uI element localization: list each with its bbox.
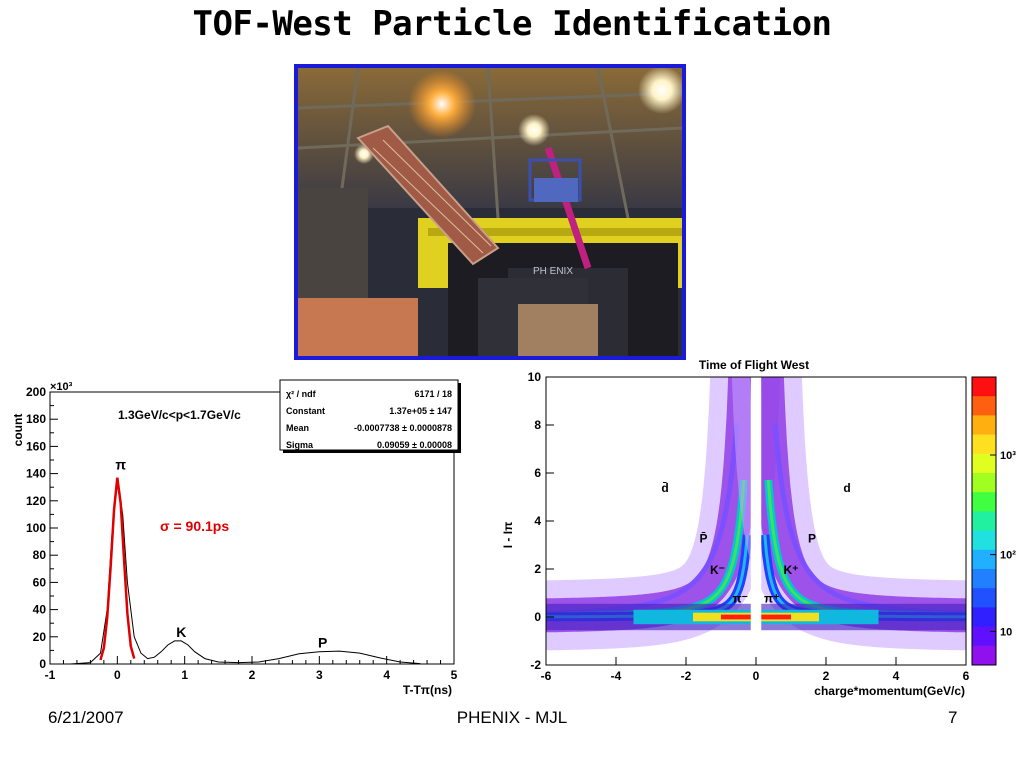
footer-date: 6/21/2007 — [48, 708, 124, 727]
colorbar-segment — [972, 377, 996, 397]
heatmap-y-axis-label: I - Iπ — [501, 522, 515, 549]
tof-histogram-chart: πKP -1 0 1 2 3 4 5020406080100120140160180200 … — [11, 379, 461, 697]
colorbar-segment — [972, 492, 996, 512]
colorbar-segment — [972, 473, 996, 493]
peak-label: π — [115, 457, 126, 473]
x-tick-label: 0 — [114, 668, 121, 682]
low-momentum-gap — [750, 377, 762, 665]
band-label: P — [808, 532, 816, 546]
y-tick-label: 20 — [33, 630, 47, 644]
band-label: π⁺ — [764, 592, 780, 606]
x-tick-label: 2 — [249, 668, 256, 682]
colorbar-segment — [972, 396, 996, 416]
footer-center-text: PHENIX - MJL — [456, 708, 568, 727]
colorbar-segment — [972, 530, 996, 551]
y-tick-label: 160 — [26, 439, 46, 453]
phenix-wall-text: PH ENIX — [533, 266, 573, 277]
colorbar-segment — [972, 626, 996, 647]
band-label: d̄ — [661, 481, 668, 495]
y-tick-label: 8 — [534, 418, 541, 432]
tof-west-heatmap-chart: Time of Flight West -6 -4 -2 0 2 4 6-20246810 … — [501, 358, 1016, 698]
y-tick-label: 4 — [534, 514, 541, 528]
heatmap-colorbar: 10³ 10² 10 — [971, 376, 1016, 666]
stats-row-label: Mean — [286, 423, 309, 433]
band-label: d — [843, 481, 850, 495]
x-tick-label: -4 — [611, 669, 622, 683]
band-label: P̄ — [699, 532, 707, 546]
stats-row-label: Sigma — [286, 440, 314, 450]
stats-row-value: 1.37e+05 ± 147 — [389, 406, 452, 416]
stats-row-label: χ² / ndf — [286, 389, 317, 399]
histogram-series-fit — [99, 477, 136, 661]
colorbar-segment — [972, 569, 996, 589]
detector-photo: PH ENIX — [294, 64, 686, 360]
colorbar-label: 10 — [1000, 626, 1012, 638]
heatmap-title: Time of Flight West — [699, 358, 809, 372]
histogram-y-axis-label: count — [11, 414, 25, 447]
heatmap-bands — [546, 377, 966, 665]
x-tick-label: 1 — [181, 668, 188, 682]
x-tick-label: 6 — [963, 669, 970, 683]
colorbar-segment — [972, 549, 996, 570]
band-label: K⁺ — [784, 563, 799, 577]
histogram-momentum-range: 1.3GeV/c<p<1.7GeV/c — [118, 408, 241, 422]
colorbar-segment — [972, 453, 996, 474]
stats-row-value: 0.09059 ± 0.00008 — [377, 440, 452, 450]
y-tick-label: 200 — [26, 385, 46, 399]
colorbar-segment — [972, 511, 996, 532]
x-tick-label: 4 — [893, 669, 900, 683]
stats-row-value: -0.0007738 ± 0.0000878 — [354, 423, 452, 433]
footer-page-number: 7 — [948, 708, 958, 727]
histogram-sigma-annotation: σ = 90.1ps — [160, 518, 229, 534]
heatmap-plot-area — [545, 376, 967, 666]
x-tick-label: 0 — [753, 669, 760, 683]
colorbar-frame — [971, 376, 997, 666]
stats-row-label: Constant — [286, 406, 325, 416]
y-tick-label: 100 — [26, 521, 46, 535]
y-tick-label: 10 — [528, 370, 542, 384]
histogram-y-multiplier: ×10³ — [50, 381, 73, 393]
y-tick-label: 80 — [33, 548, 47, 562]
stats-row-value: 6171 / 18 — [414, 389, 452, 399]
slide-title: TOF-West Particle Identification — [192, 4, 832, 44]
y-tick-label: 140 — [26, 467, 46, 481]
heatmap-x-axis-label: charge*momentum(GeV/c) — [814, 684, 965, 698]
y-tick-label: -2 — [530, 658, 541, 672]
x-tick-label: 3 — [316, 668, 323, 682]
x-tick-label: 5 — [451, 668, 458, 682]
heatmap-ticks: -6 -4 -2 0 2 4 6 -2 0 2 4 6 8 10 — [528, 370, 970, 683]
colorbar-segment — [972, 607, 996, 628]
peak-label: K — [176, 624, 186, 640]
colorbar-segment — [972, 588, 996, 608]
y-tick-label: 0 — [39, 657, 46, 671]
colorbar-segment — [972, 434, 996, 455]
y-tick-label: 40 — [33, 603, 47, 617]
detector-photo-drawing: PH ENIX — [298, 68, 682, 356]
y-tick-label: 180 — [26, 412, 46, 426]
histogram-series-data — [70, 477, 421, 665]
band-label: K⁻ — [710, 563, 725, 577]
colorbar-segment — [972, 415, 996, 436]
x-tick-label: -6 — [541, 669, 552, 683]
colorbar-label: 10² — [1000, 550, 1016, 562]
histogram-stats-rows: χ² / ndf 6171 / 18 Constant 1.37e+05 ± 147 M… — [286, 389, 452, 450]
histogram-stats-box — [279, 379, 461, 453]
y-tick-label: 120 — [26, 494, 46, 508]
heatmap-band-labels: d̄ d P̄ P K⁻ K⁺ π⁻ π⁺ — [661, 481, 850, 605]
x-tick-label: 2 — [823, 669, 830, 683]
x-tick-label: 4 — [383, 668, 390, 682]
x-tick-label: -2 — [681, 669, 692, 683]
peak-label: P — [318, 635, 327, 651]
colorbar-label: 10³ — [1000, 450, 1016, 462]
y-tick-label: 2 — [534, 562, 541, 576]
colorbar-segment — [972, 645, 996, 666]
x-tick-label: -1 — [45, 668, 56, 682]
histogram-x-axis-label: T-Tπ(ns) — [403, 683, 452, 697]
y-tick-label: 60 — [33, 575, 47, 589]
histogram-data: π K P — [70, 457, 421, 665]
y-tick-label: 6 — [534, 466, 541, 480]
y-tick-label: 0 — [534, 610, 541, 624]
band-label: π⁻ — [732, 592, 748, 606]
